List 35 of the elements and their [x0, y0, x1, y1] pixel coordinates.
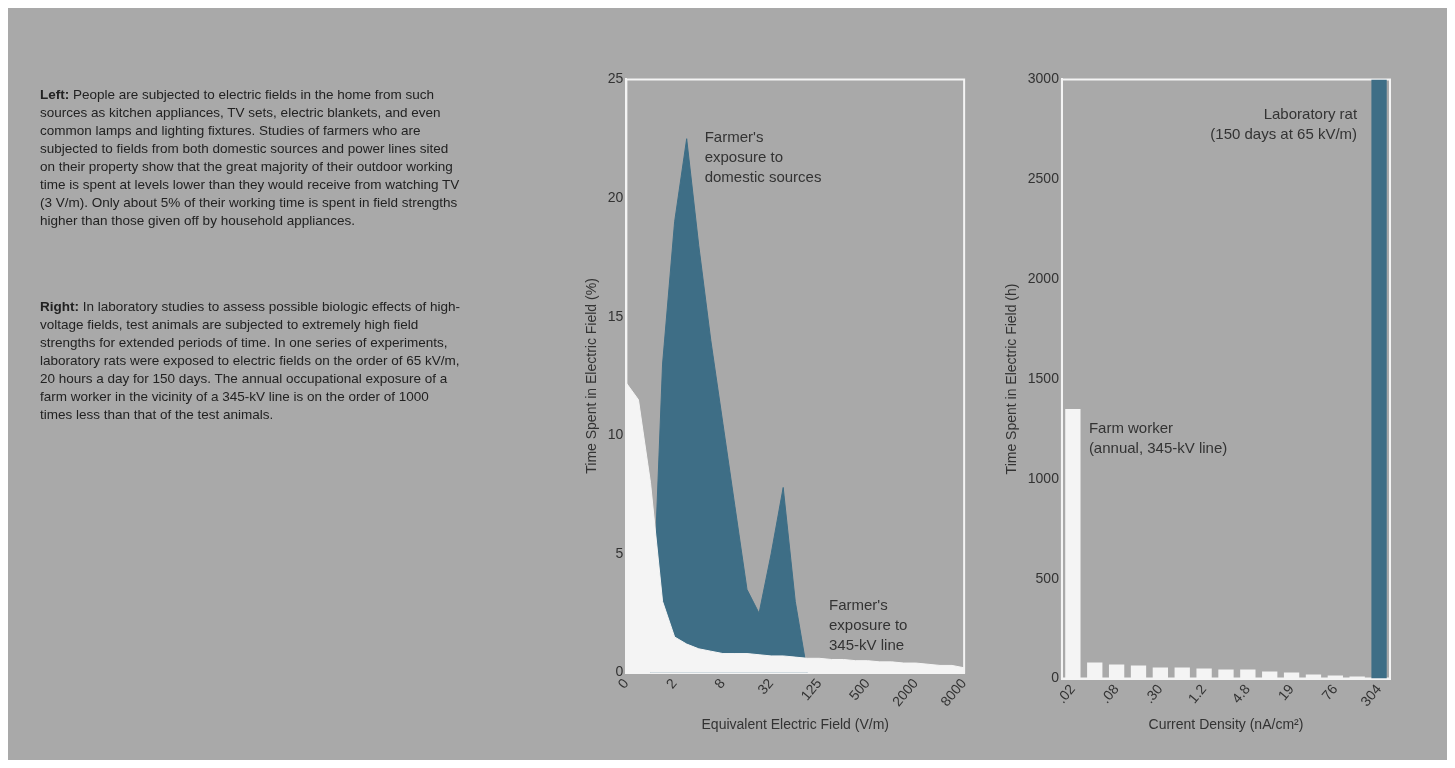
y-axis-title: Time Spent in Electric Field (h)	[1003, 283, 1020, 475]
annotation: Farm worker (annual, 345-kV line)	[1088, 418, 1228, 456]
annotation: Laboratory rat (150 days at 65 kV/m)	[1210, 105, 1358, 143]
y-axis-title: Time Spent in Electric Field (%)	[583, 278, 600, 474]
x-tick-label: 125	[797, 674, 825, 704]
y-tick-label: 2000	[1027, 269, 1060, 286]
x-tick-label: .30	[1140, 680, 1166, 707]
text: Right: In laboratory studies to assess possible biologic effects of high-voltage fields, test animals are subjected to extremely high field strengths for extended periods of time. In one series of experiments, laboratory rats were exposed to electric fields on the order of 65 kV/m, 20 hours a day for 150 days. The annual occupational exposure of a farm worker in the vicinity of a 345-kV line is on the order of 1000 times less than that of the test animals.	[40, 299, 460, 422]
y-tick-label: 10	[607, 426, 624, 443]
x-tick-label: 304	[1357, 680, 1385, 710]
y-tick-label: 1500	[1027, 369, 1060, 386]
x-tick-label: .08	[1097, 680, 1123, 707]
text: Left: People are subjected to electric fields in the home from such sources as kitchen appliances, TV sets, electric blankets, and even common lamps and lighting fixtures. Studies of farmers who are subjected to fields from both domestic sources and power lines sited on their property show that the great majority of their outdoor working time is spent at levels lower than they would receive from watching TV (3 V/m). Only about 5% of their working time is spent in field strengths higher than those given off by household appliances.	[40, 87, 460, 228]
y-tick-label: 0	[615, 663, 624, 680]
x-tick-label: 32	[754, 674, 777, 698]
bar	[1371, 79, 1387, 679]
y-tick-label: 20	[607, 188, 624, 205]
x-tick-label: 8	[710, 674, 729, 692]
x-tick-label: 2	[662, 674, 681, 692]
x-axis-title: Current Density (nA/cm²)	[1148, 716, 1304, 733]
series-label: Farmer's exposure to 345-kV line	[829, 596, 908, 654]
y-tick-label: 5	[615, 544, 624, 561]
x-axis-title: Equivalent Electric Field (V/m)	[701, 716, 890, 733]
y-tick-label: 15	[607, 307, 624, 324]
x-tick-label: 500	[845, 674, 874, 704]
x-tick-label: 19	[1274, 680, 1297, 704]
y-tick-label: 1000	[1027, 469, 1060, 486]
y-tick-label: 25	[607, 70, 624, 87]
x-tick-label: 1.2	[1184, 680, 1210, 707]
x-tick-label: 4.8	[1228, 680, 1254, 707]
y-tick-label: 500	[1035, 569, 1060, 586]
series-label: Farmer's exposure to domestic sources	[704, 128, 822, 186]
y-tick-label: 2500	[1027, 170, 1060, 187]
y-tick-label: 3000	[1027, 70, 1060, 87]
x-tick-label: 76	[1318, 680, 1341, 704]
